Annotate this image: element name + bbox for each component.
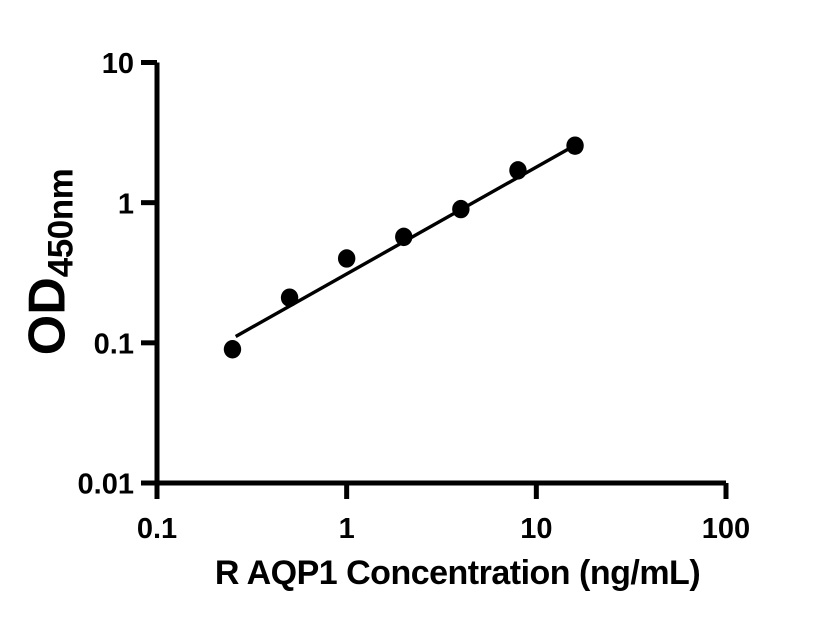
y-axis: 10 1 0.1 0.01 [78, 48, 157, 501]
y-axis-title: OD450nm [18, 168, 81, 356]
y-axis-title-main: OD [18, 277, 77, 356]
y-tick-label: 0.1 [94, 329, 134, 361]
y-tick-label: 10 [102, 48, 134, 80]
x-tick-label: 10 [520, 513, 552, 545]
x-axis-title: R AQP1 Concentration (ng/mL) [214, 554, 701, 592]
data-point [337, 249, 356, 268]
data-point [452, 199, 470, 219]
x-tick-label: 100 [702, 513, 750, 545]
x-axis: 0.1 1 10 100 [137, 483, 750, 545]
x-tick-label: 0.1 [137, 513, 177, 545]
data-point [223, 340, 242, 359]
axis-spines [154, 62, 726, 486]
x-tick-label: 1 [339, 513, 355, 545]
y-tick-label: 0.01 [78, 469, 134, 501]
y-tick-label: 1 [118, 188, 134, 220]
data-point [566, 136, 584, 155]
data-point [280, 288, 299, 307]
y-axis-title-subscript: 450nm [41, 168, 81, 278]
data-point [509, 161, 527, 180]
data-points [223, 136, 584, 359]
data-point [395, 227, 413, 247]
